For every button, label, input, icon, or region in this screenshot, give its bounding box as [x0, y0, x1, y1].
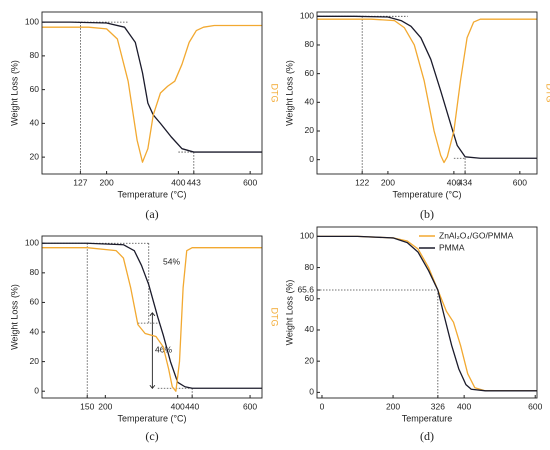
y-tick-label: 100	[25, 237, 39, 247]
axes-frame	[41, 235, 263, 399]
x-tick-label: 400	[171, 401, 185, 411]
x-tick-label: 326	[431, 401, 445, 411]
y-tick-label: 60	[305, 293, 315, 303]
y-tick-label: 0	[309, 154, 314, 164]
data-line	[317, 235, 537, 392]
x-tick-label: 200	[381, 177, 395, 187]
panel: 20 40 60 80 100 127 200 400 443 600 Temperature (°…	[9, 11, 280, 221]
y2-axis-title: DTG	[270, 308, 280, 327]
arrow-head	[149, 312, 156, 317]
x-tick-label: 400	[457, 401, 471, 411]
y2-axis-title: DTG	[270, 84, 280, 103]
y-tick-label: 60	[305, 68, 315, 78]
y-tick-label: 40	[30, 118, 40, 128]
axes-frame	[316, 226, 538, 399]
y-tick-label: 60	[30, 297, 40, 307]
x-tick-label: 600	[513, 177, 527, 187]
panel-label: (c)	[145, 429, 158, 443]
x-tick-label: 440	[185, 401, 199, 411]
y-tick-label: 20	[30, 151, 40, 161]
x-tick-label: 600	[528, 401, 542, 411]
x-tick-label: 400	[447, 177, 461, 187]
data-line	[317, 235, 537, 392]
data-line	[317, 18, 537, 164]
y-axis-title: Weight Loss (%)	[284, 280, 294, 346]
x-axis-title: Temperature (°C)	[392, 189, 461, 199]
y-axis-title: Weight Loss (%)	[284, 60, 294, 126]
y2-axis-title: DTG	[545, 84, 550, 103]
x-tick-label: 600	[243, 177, 257, 187]
y-tick-label: 80	[30, 267, 40, 277]
y-tick-label: 0	[34, 385, 39, 395]
legend-label: PMMA	[439, 242, 465, 252]
data-line	[317, 15, 537, 159]
arrow-head	[149, 384, 156, 389]
panel-label: (a)	[145, 207, 158, 221]
y-tick-label: 100	[25, 16, 39, 26]
x-tick-label: 400	[171, 177, 185, 187]
y-tick-label: 80	[305, 39, 315, 49]
y-tick-label: 40	[305, 97, 315, 107]
y-tick-label: 20	[305, 125, 315, 135]
x-tick-label: 200	[100, 177, 114, 187]
data-line	[42, 247, 262, 392]
y-axis-title: Weight Loss (%)	[9, 60, 19, 126]
x-tick-label: 0	[320, 401, 325, 411]
axes-frame	[316, 11, 538, 175]
data-line	[42, 21, 262, 153]
panel-label: (b)	[420, 207, 434, 221]
x-axis-title: Temperature (°C)	[117, 413, 186, 423]
y-tick-label: 100	[300, 11, 314, 21]
y-axis-title: Weight Loss (%)	[9, 284, 19, 350]
y-tick-label: 20	[30, 356, 40, 366]
x-tick-label: 200	[386, 401, 400, 411]
x-axis-title: Temperature (°C)	[117, 189, 186, 199]
y-tick-label: 0	[309, 387, 314, 397]
y-tick-label: 40	[305, 324, 315, 334]
y-tick-label: 65.6	[297, 284, 314, 294]
y-tick-label: 40	[30, 326, 40, 336]
x-tick-label: 434	[458, 177, 472, 187]
y-tick-label: 60	[30, 84, 40, 94]
x-tick-label: 200	[98, 401, 112, 411]
annotation: 54%	[163, 256, 180, 266]
legend-label: ZnAl₂O₄/GO/PMMA	[439, 230, 514, 240]
x-tick-label: 150	[80, 401, 94, 411]
y-tick-label: 100	[300, 231, 314, 241]
y-tick-label: 80	[305, 262, 315, 272]
x-tick-label: 443	[187, 177, 201, 187]
x-tick-label: 127	[73, 177, 87, 187]
panel-label: (d)	[420, 429, 434, 443]
x-axis-title: Temperature	[402, 413, 453, 423]
axes-frame	[41, 11, 263, 175]
y-tick-label: 20	[305, 355, 315, 365]
x-tick-label: 122	[355, 177, 369, 187]
data-line	[42, 24, 262, 163]
x-tick-label: 600	[243, 401, 257, 411]
data-line	[42, 242, 262, 389]
y-tick-label: 80	[30, 50, 40, 60]
